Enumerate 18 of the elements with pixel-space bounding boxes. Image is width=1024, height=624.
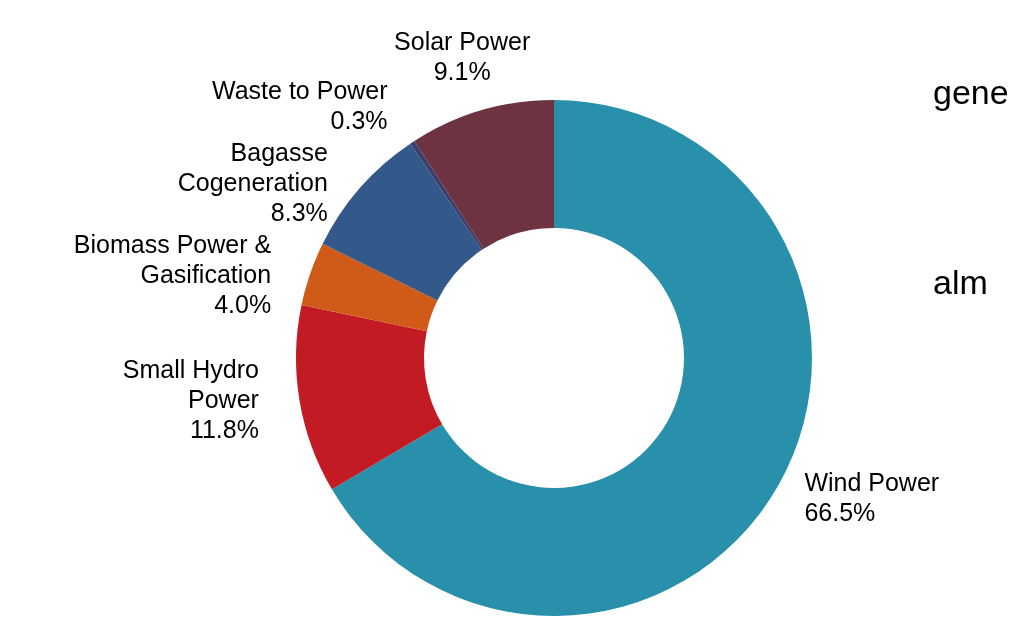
text: gene [933, 73, 1009, 112]
slice-label: Bagasse Cogeneration [177, 137, 328, 196]
data-label: 11.8% [189, 414, 259, 443]
slice-label: Biomass Power & Gasification [73, 229, 272, 288]
donut-slice [296, 304, 443, 490]
donut-slice [414, 100, 554, 249]
donut-slice [410, 141, 484, 251]
data-label: 66.5% [804, 497, 876, 526]
data-label: 4.0% [214, 289, 272, 318]
slice-label: Waste to Power [212, 75, 388, 104]
slice-label: Small Hydro Power [122, 354, 259, 413]
slice-label: Solar Power [394, 26, 531, 55]
text: alm [933, 263, 988, 302]
data-label: 0.3% [330, 105, 388, 134]
slice-label: Wind Power [804, 467, 940, 496]
data-label: 8.3% [270, 197, 328, 226]
data-label: 9.1% [433, 56, 491, 85]
donut-slice [301, 243, 438, 332]
